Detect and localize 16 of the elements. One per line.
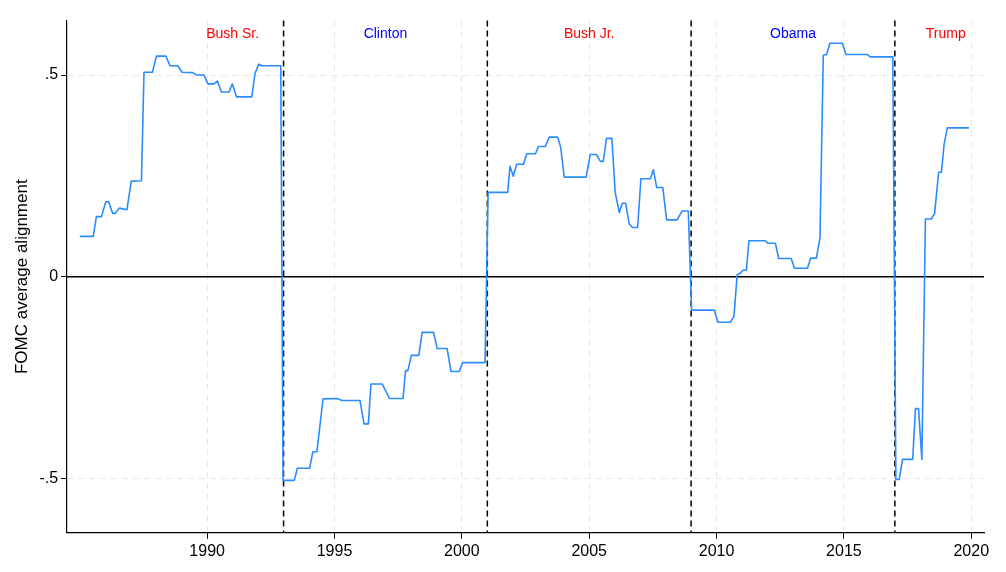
- y-tick-label: 0: [49, 267, 59, 285]
- x-tick-label: 2020: [953, 541, 990, 559]
- annotation: Trump: [925, 25, 966, 42]
- annotation: Obama: [770, 25, 817, 42]
- x-tick-label: 2005: [571, 541, 608, 559]
- annotation: Bush Jr.: [563, 25, 615, 42]
- annotation: Bush Sr.: [206, 25, 260, 42]
- x-tick-label: 2000: [444, 541, 480, 559]
- x-tick-label: 2015: [826, 541, 862, 559]
- x-tick-label: 1995: [316, 541, 353, 559]
- x-tick-label: 1990: [189, 541, 226, 559]
- y-tick-label: .5: [44, 65, 59, 83]
- y-tick-label: -.5: [39, 468, 59, 486]
- x-tick-label: 2010: [698, 541, 735, 559]
- y-axis-title: FOMC average alignment: [11, 179, 31, 375]
- annotation: Clinton: [363, 25, 408, 42]
